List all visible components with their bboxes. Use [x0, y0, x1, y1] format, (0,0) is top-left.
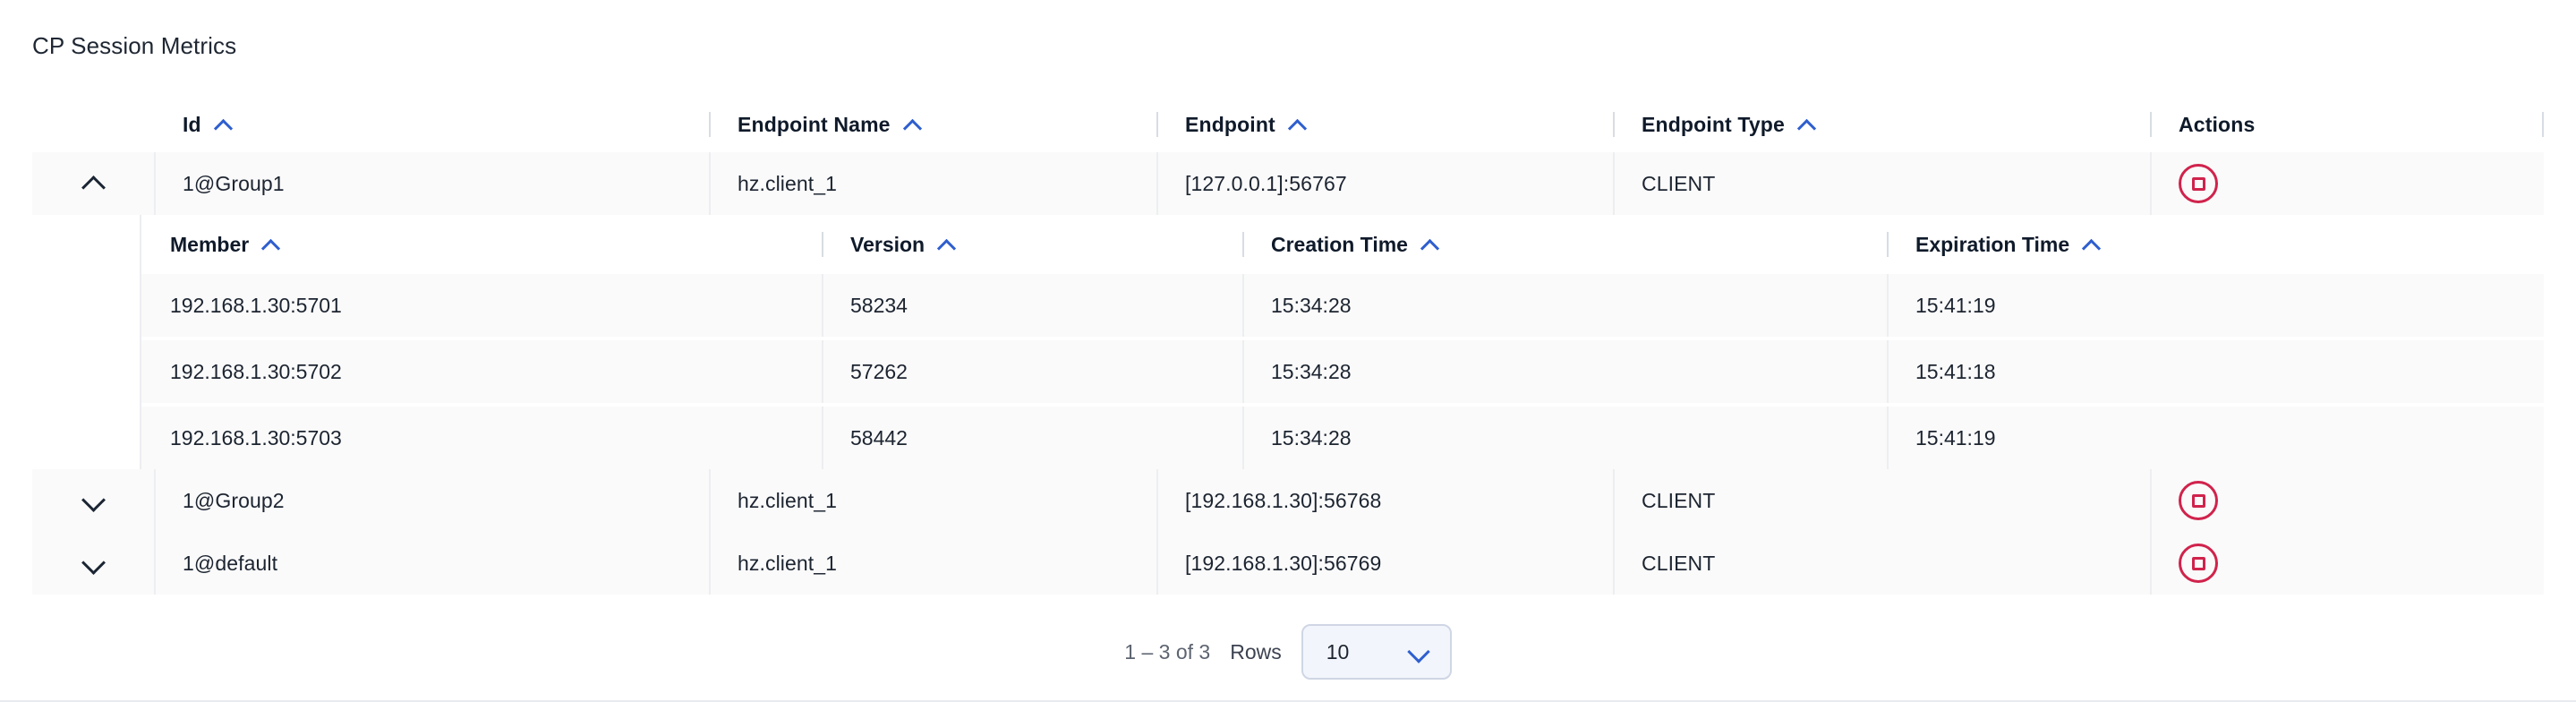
chevron-up-icon[interactable] — [1288, 118, 1308, 131]
column-header-label: Endpoint Name — [738, 112, 891, 136]
cell-endpoint: [192.168.1.30]:56769 — [1156, 532, 1613, 595]
detail-cell-creation-time: 15:34:28 — [1242, 407, 1887, 469]
cell-id: 1@Group2 — [154, 469, 709, 532]
table-header-row: Id Endpoint Name Endpoint Endpoint Type … — [32, 97, 2544, 152]
expander-header-spacer — [32, 97, 154, 152]
column-header-label: Creation Time — [1271, 232, 1408, 256]
table-row[interactable]: 1@default hz.client_1 [192.168.1.30]:567… — [32, 532, 2544, 595]
table-row[interactable]: 1@Group1 hz.client_1 [127.0.0.1]:56767 C… — [32, 152, 2544, 215]
table-row[interactable]: 1@Group2 hz.client_1 [192.168.1.30]:5676… — [32, 469, 2544, 532]
column-header-label: Expiration Time — [1915, 232, 2070, 256]
detail-header-row: Member Version Creation Time Expiration … — [141, 215, 2544, 274]
column-header-label: Member — [170, 232, 250, 256]
detail-row-gap — [141, 337, 2544, 340]
stop-session-icon[interactable] — [2179, 164, 2218, 203]
column-header-label: Version — [850, 232, 925, 256]
cell-endpoint: [127.0.0.1]:56767 — [1156, 152, 1613, 215]
detail-row-gap — [141, 403, 2544, 407]
column-header-label: Id — [183, 112, 201, 136]
detail-cell-creation-time: 15:34:28 — [1242, 340, 1887, 403]
detail-cell-expiration-time: 15:41:18 — [1887, 340, 2544, 403]
cell-actions — [2150, 152, 2544, 215]
detail-cell-creation-time: 15:34:28 — [1242, 274, 1887, 337]
detail-column-header-creation-time[interactable]: Creation Time — [1242, 215, 1887, 274]
detail-cell-version: 58234 — [822, 274, 1242, 337]
chevron-down-icon[interactable] — [80, 550, 107, 577]
pagination-bar: 1 – 3 of 3 Rows 10 — [0, 604, 2576, 702]
detail-column-header-expiration-time[interactable]: Expiration Time — [1887, 215, 2544, 274]
detail-cell-version: 57262 — [822, 340, 1242, 403]
cell-endpoint-name: hz.client_1 — [709, 152, 1156, 215]
row-expander-toggle[interactable] — [32, 152, 154, 215]
detail-cell-member: 192.168.1.30:5701 — [170, 293, 342, 317]
rows-per-page-select[interactable]: 10 — [1301, 624, 1452, 680]
cell-endpoint-type: CLIENT — [1613, 532, 2150, 595]
column-header-label: Endpoint — [1185, 112, 1275, 136]
detail-column-header-member[interactable]: Member — [141, 215, 822, 274]
detail-cell-expiration-time: 15:41:19 — [1887, 274, 2544, 337]
stop-session-icon[interactable] — [2179, 481, 2218, 520]
session-detail-table: Member Version Creation Time Expiration … — [32, 215, 2544, 469]
column-header-endpoint[interactable]: Endpoint — [1156, 97, 1613, 152]
detail-column-header-version[interactable]: Version — [822, 215, 1242, 274]
cell-endpoint: [192.168.1.30]:56768 — [1156, 469, 1613, 532]
column-header-label: Endpoint Type — [1642, 112, 1785, 136]
cell-actions — [2150, 469, 2544, 532]
detail-table-row: 192.168.1.30:5702 57262 15:34:28 15:41:1… — [141, 340, 2544, 403]
detail-cell-version: 58442 — [822, 407, 1242, 469]
detail-cell-member: 192.168.1.30:5703 — [170, 425, 342, 449]
detail-cell-member: 192.168.1.30:5702 — [170, 359, 342, 383]
chevron-up-icon[interactable] — [261, 238, 281, 251]
cell-endpoint-type: CLIENT — [1613, 152, 2150, 215]
chevron-up-icon[interactable] — [937, 238, 957, 251]
cell-id: 1@Group1 — [154, 152, 709, 215]
cell-endpoint-name: hz.client_1 — [709, 469, 1156, 532]
cell-actions — [2150, 532, 2544, 595]
chevron-up-icon[interactable] — [903, 118, 923, 131]
detail-table-row: 192.168.1.30:5701 58234 15:34:28 15:41:1… — [141, 274, 2544, 337]
row-expander-toggle[interactable] — [32, 532, 154, 595]
rows-per-page-value: 10 — [1326, 639, 1350, 663]
chevron-up-icon[interactable] — [80, 170, 107, 197]
chevron-down-icon[interactable] — [1407, 640, 1430, 663]
stop-session-icon[interactable] — [2179, 544, 2218, 583]
detail-table-row: 192.168.1.30:5703 58442 15:34:28 15:41:1… — [141, 407, 2544, 469]
column-header-id[interactable]: Id — [154, 97, 709, 152]
cp-sessions-table: Id Endpoint Name Endpoint Endpoint Type … — [32, 97, 2544, 595]
chevron-down-icon[interactable] — [80, 487, 107, 514]
column-header-label: Actions — [2179, 112, 2256, 136]
chevron-up-icon[interactable] — [1420, 238, 1440, 251]
cell-id: 1@default — [154, 532, 709, 595]
detail-cell-expiration-time: 15:41:19 — [1887, 407, 2544, 469]
cell-endpoint-type: CLIENT — [1613, 469, 2150, 532]
page-title: CP Session Metrics — [32, 32, 237, 59]
column-header-endpoint-name[interactable]: Endpoint Name — [709, 97, 1156, 152]
column-header-actions: Actions — [2150, 97, 2544, 152]
cell-endpoint-name: hz.client_1 — [709, 532, 1156, 595]
chevron-up-icon[interactable] — [2082, 238, 2102, 251]
rows-per-page-label: Rows — [1230, 639, 1282, 663]
row-expander-toggle[interactable] — [32, 469, 154, 532]
pagination-range: 1 – 3 of 3 — [1124, 639, 1211, 663]
column-header-endpoint-type[interactable]: Endpoint Type — [1613, 97, 2150, 152]
chevron-up-icon[interactable] — [214, 118, 234, 131]
chevron-up-icon[interactable] — [1797, 118, 1817, 131]
